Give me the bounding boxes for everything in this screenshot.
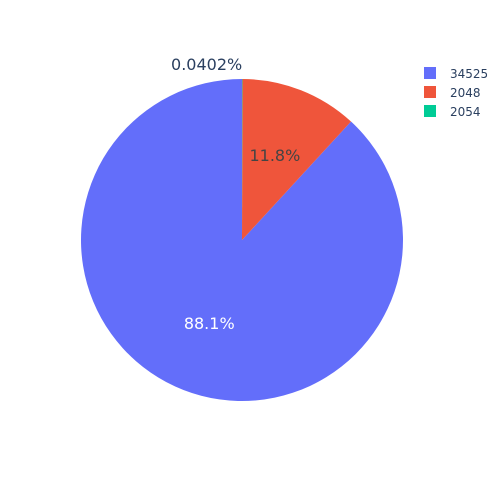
legend-label-2048: 2048 (450, 86, 481, 100)
pie-slices (81, 79, 403, 401)
legend-label-2054: 2054 (450, 105, 481, 119)
legend-item-2048[interactable]: 2048 (424, 86, 481, 100)
legend-item-34525[interactable]: 34525 (424, 67, 488, 81)
legend-item-2054[interactable]: 2054 (424, 105, 481, 119)
slice-label-2048: 11.8% (249, 146, 300, 165)
slice-label-34525: 88.1% (184, 314, 235, 333)
legend-label-34525: 34525 (450, 67, 488, 81)
legend-swatch-2054 (424, 105, 436, 117)
legend-swatch-34525 (424, 67, 436, 79)
legend: 34525 2048 2054 (424, 67, 488, 119)
legend-swatch-2048 (424, 86, 436, 98)
slice-label-2054: 0.0402% (171, 55, 242, 74)
